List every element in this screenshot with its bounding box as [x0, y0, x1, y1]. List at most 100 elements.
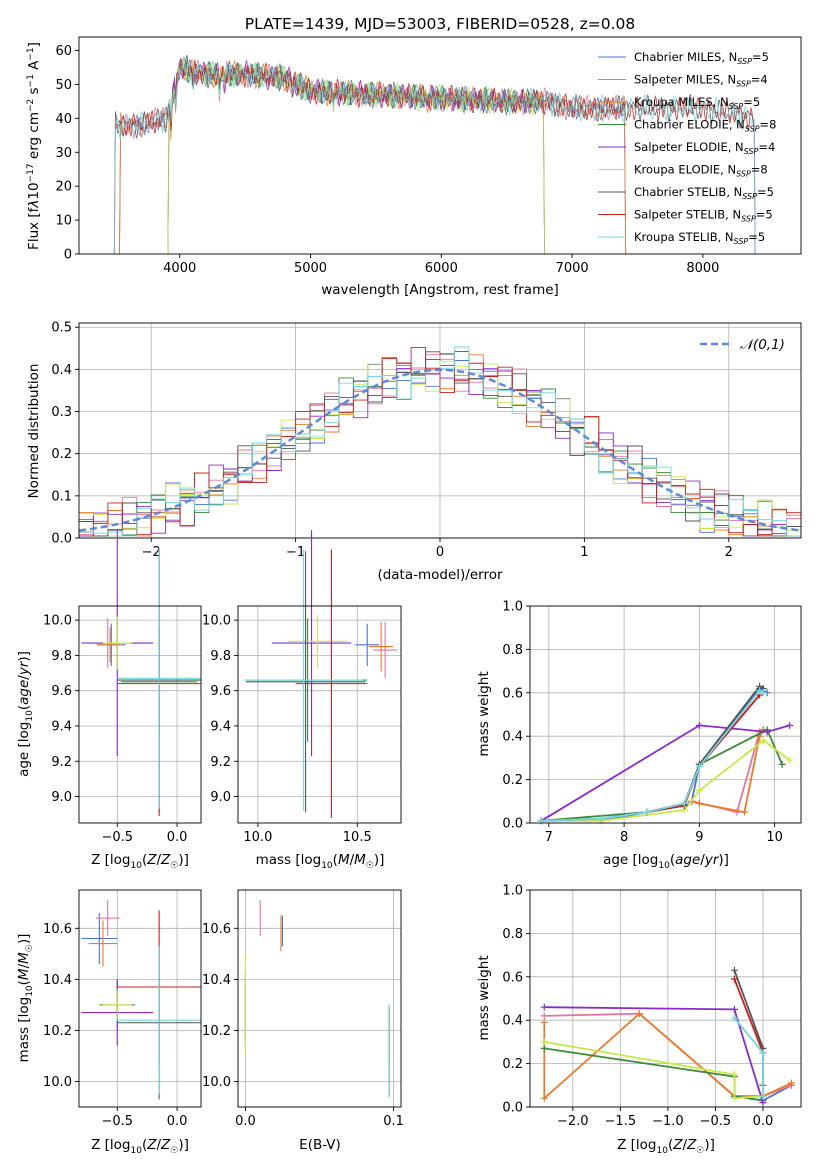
- series-kroupa-stelib: [730, 1014, 767, 1100]
- series-line: [543, 1012, 792, 1101]
- tick-label-x: −0.5: [101, 1114, 133, 1129]
- tick-label-y: 0.5: [51, 321, 72, 336]
- histogram-salpeter-stelib: [79, 358, 801, 536]
- tick-label-x: 9: [695, 830, 703, 845]
- errorbar-kroupa-stelib: [117, 547, 201, 809]
- tick-label-y: 10.6: [202, 922, 231, 937]
- legend-label: Salpeter MILES, NSSP=4: [634, 73, 768, 89]
- residual-ticks: −2 −1 0 1 2 0.0 0.1 0.2 0.3 0.4 0.5: [51, 321, 733, 560]
- mass-vs-Z-points: [81, 900, 201, 1100]
- legend-label: Chabrier ELODIE, NSSP=8: [634, 118, 776, 134]
- tick-label-y: 10.0: [202, 614, 231, 629]
- tick-label-x: 8000: [686, 261, 719, 276]
- spectrum-ylabel: Flux [fλ10−17 erg cm−2 s−1 A−1]: [26, 42, 42, 250]
- legend-label: Kroupa MILES, NSSP=5: [634, 95, 760, 111]
- tick-label-x: 6000: [425, 261, 458, 276]
- tick-label-x: 0.0: [167, 1114, 188, 1129]
- residual-ylabel: Normed distribution: [26, 364, 42, 499]
- series-line: [544, 1041, 764, 1100]
- age-vs-mass-panel: 10.0 10.5 9.0 9.2 9.4 9.6 9.8 10.0 mass [log10(…: [202, 530, 402, 871]
- tick-label-y: 10.4: [202, 973, 231, 988]
- tick-label-y: 10.0: [43, 614, 72, 629]
- age-vs-mass-points: [243, 530, 398, 818]
- tick-label-y: 0.2: [51, 447, 72, 462]
- series-point: [763, 728, 771, 736]
- series-point: [540, 1018, 548, 1026]
- tick-label-y: 60: [55, 44, 72, 59]
- age-vs-mass-xlabel: mass [log10(M/M☉)]: [256, 852, 385, 871]
- tick-label-y: 0.4: [51, 363, 72, 378]
- legend-label: Salpeter STELIB, NSSP=5: [634, 208, 773, 224]
- spectrum-panel: PLATE=1439, MJD=53003, FIBERID=0528, z=0…: [26, 15, 802, 298]
- series-point: [756, 687, 764, 695]
- errorbar-kroupa-elodie: [287, 614, 348, 668]
- tick-label-y: 0.6: [502, 970, 523, 985]
- tick-label-y: 10.6: [43, 922, 72, 937]
- mass-vs-ebv-xlabel: E(B-V): [299, 1137, 341, 1153]
- tick-label-x: −2.0: [557, 1114, 589, 1129]
- age-vs-Z-panel: −0.5 0.0 9.0 9.2 9.4 9.6 9.8 10.0 Z [log10(Z/Z☉…: [16, 530, 202, 871]
- spectrum-title: PLATE=1439, MJD=53003, FIBERID=0528, z=0…: [245, 15, 635, 33]
- series-point: [787, 1079, 795, 1087]
- tick-label-y: 9.0: [210, 790, 231, 805]
- tick-label-y: 0.8: [502, 927, 523, 942]
- tick-label-y: 0.4: [502, 730, 523, 745]
- residual-histograms: [78, 346, 802, 537]
- errorbar-kroupa-miles: [88, 920, 118, 967]
- tick-label-y: 9.0: [51, 790, 72, 805]
- tick-label-x: 5000: [294, 261, 327, 276]
- tick-label-x: 4000: [163, 261, 196, 276]
- series-point: [680, 799, 688, 807]
- errorbar-chabrier-miles: [81, 912, 118, 965]
- tick-label-x: 7: [545, 830, 553, 845]
- series-point: [786, 721, 794, 729]
- tick-label-y: 0.2: [502, 1057, 523, 1072]
- errorbar-kroupa-elodie: [102, 616, 132, 670]
- mass-vs-Z-xlabel: Z [log10(Z/Z☉)]: [91, 1137, 189, 1156]
- tick-label-x: 0: [436, 545, 444, 560]
- series-point: [786, 756, 794, 764]
- legend-label: Kroupa STELIB, NSSP=5: [634, 230, 765, 246]
- tick-label-y: 0.1: [51, 489, 72, 504]
- tick-label-x: −1: [286, 545, 305, 560]
- series-point: [730, 1014, 738, 1022]
- spectrum-xlabel: wavelength [Angstrom, rest frame]: [321, 282, 559, 298]
- tick-label-y: 10.4: [43, 973, 72, 988]
- series-point: [540, 1012, 548, 1020]
- series-line: [541, 739, 791, 822]
- tick-label-y: 0.0: [51, 532, 72, 547]
- series-kroupa-stelib: [537, 687, 767, 825]
- series-point: [759, 1099, 767, 1107]
- series-point: [540, 1038, 548, 1046]
- residuals-panel: −2 −1 0 1 2 0.0 0.1 0.2 0.3 0.4 0.5 (data-model)/e…: [26, 321, 802, 583]
- legend-label: Salpeter ELODIE, NSSP=4: [634, 140, 775, 156]
- tick-label-x: 10: [766, 830, 783, 845]
- errorbar-chabrier-miles: [355, 623, 380, 666]
- series-point: [695, 799, 703, 807]
- tick-label-x: 10.0: [243, 830, 272, 845]
- tick-label-y: 30: [55, 146, 72, 161]
- mass-vs-Z-ylabel: mass [log10(M/M☉)]: [16, 934, 35, 1063]
- series-point: [759, 689, 767, 697]
- tick-label-x: −1.5: [605, 1114, 637, 1129]
- tick-label-y: 9.6: [210, 684, 231, 699]
- series-point: [695, 721, 703, 729]
- mass-vs-Z-panel: −0.5 0.010.010.210.410.6 Z [log10(Z/Z☉)] …: [16, 889, 202, 1156]
- tick-label-x: −0.5: [101, 830, 133, 845]
- errorbar-kroupa-elodie: [102, 989, 132, 1021]
- tick-label-y: 1.0: [502, 884, 523, 899]
- tick-label-x: 0.1: [383, 1114, 404, 1129]
- series-point: [695, 786, 703, 794]
- tick-label-y: 9.2: [51, 755, 72, 770]
- tick-label-y: 0.2: [502, 773, 523, 788]
- tick-label-y: 9.6: [51, 684, 72, 699]
- age-vs-Z-points: [81, 530, 201, 816]
- spectrum-series: [113, 55, 756, 255]
- series-point: [643, 808, 651, 816]
- errorbar-kroupa-stelib: [117, 946, 201, 1095]
- series-point: [540, 1003, 548, 1011]
- series-point: [695, 763, 703, 771]
- series-line: [733, 978, 764, 1054]
- series-salpeter-elodie: [540, 1003, 767, 1107]
